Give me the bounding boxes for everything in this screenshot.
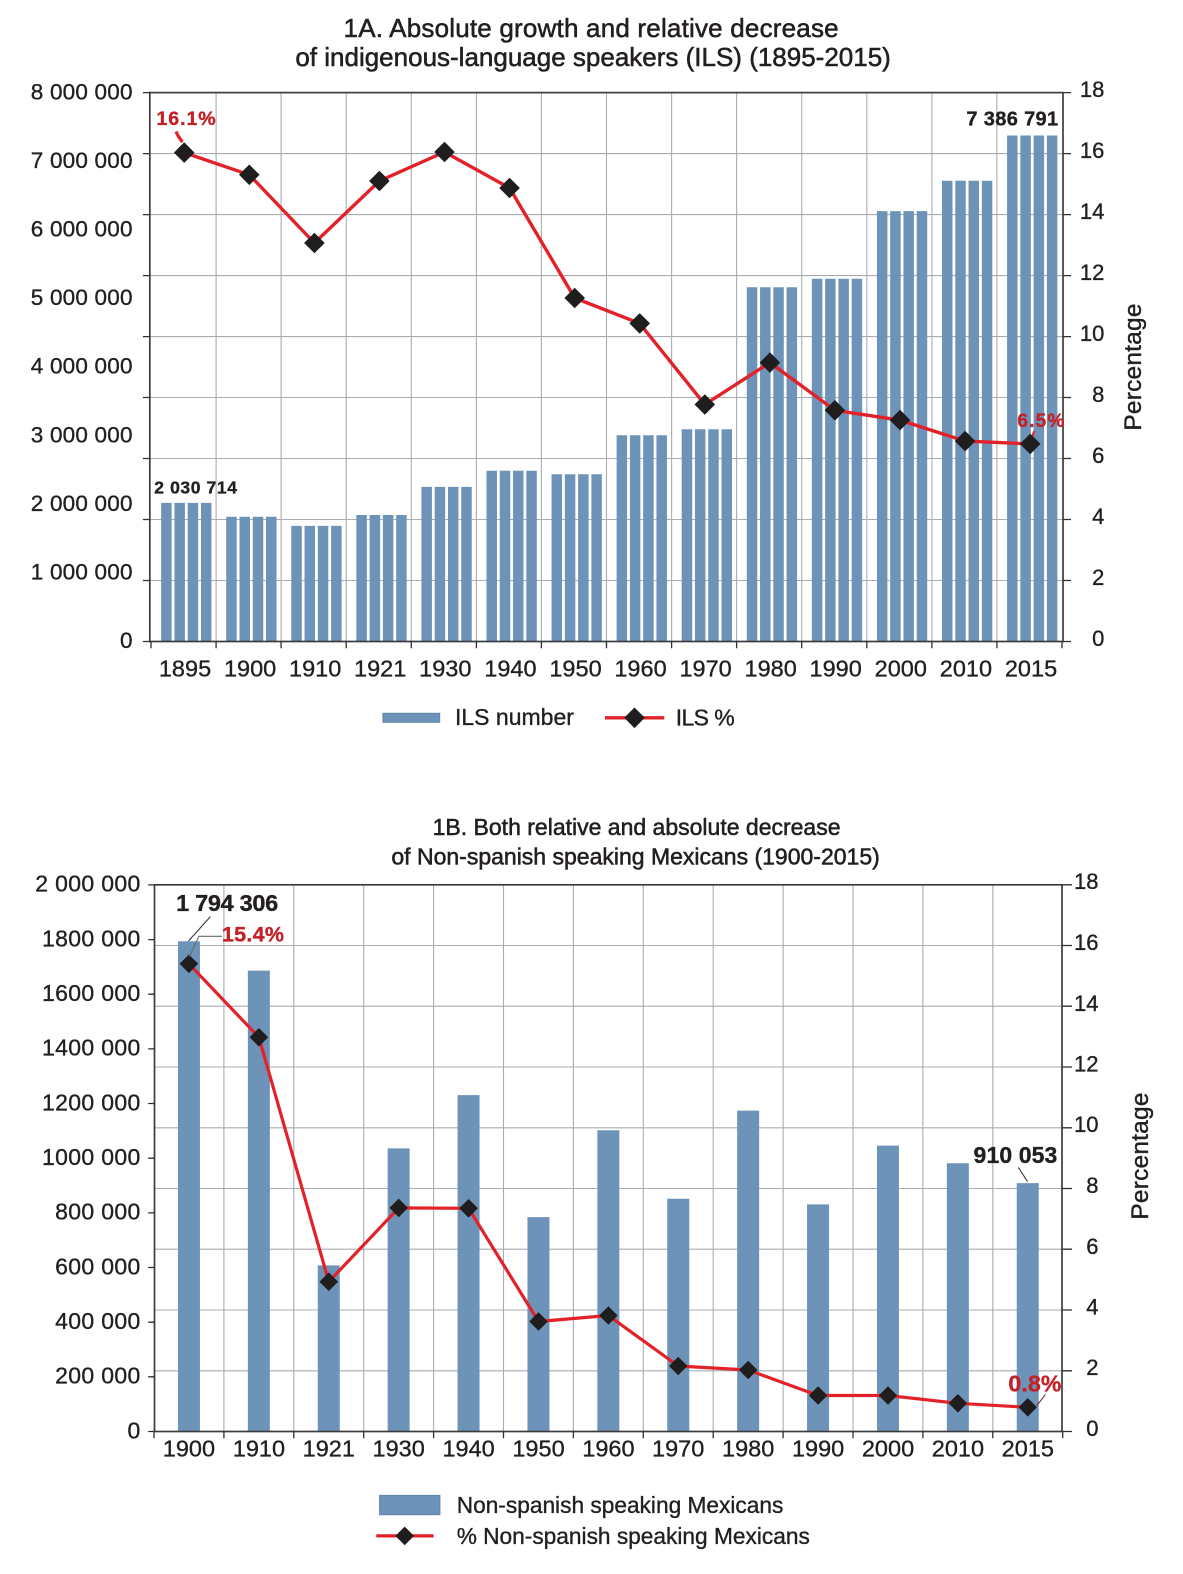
svg-text:1950: 1950: [549, 656, 601, 682]
svg-text:4: 4: [1092, 504, 1104, 529]
svg-text:1800 000: 1800 000: [42, 925, 141, 951]
svg-text:0: 0: [1086, 1416, 1098, 1441]
svg-text:1A. Absolute growth and relati: 1A. Absolute growth and relative decreas…: [344, 13, 839, 43]
svg-text:5 000 000: 5 000 000: [31, 285, 133, 310]
svg-text:1000 000: 1000 000: [42, 1144, 141, 1170]
svg-text:800 000: 800 000: [55, 1199, 141, 1225]
svg-text:4: 4: [1086, 1295, 1098, 1320]
svg-text:2 030 714: 2 030 714: [154, 477, 237, 497]
svg-text:1980: 1980: [722, 1436, 774, 1462]
svg-text:8: 8: [1092, 382, 1104, 407]
svg-text:1980: 1980: [745, 656, 797, 682]
svg-text:2 000 000: 2 000 000: [35, 871, 140, 897]
svg-text:16: 16: [1080, 138, 1104, 163]
svg-text:1600 000: 1600 000: [42, 980, 141, 1006]
svg-text:2: 2: [1092, 565, 1104, 590]
svg-text:8 000 000: 8 000 000: [31, 79, 133, 104]
svg-text:2010: 2010: [940, 656, 992, 682]
svg-text:10: 10: [1074, 1112, 1098, 1137]
svg-text:6: 6: [1086, 1234, 1098, 1259]
svg-text:7 000 000: 7 000 000: [31, 148, 133, 173]
svg-text:ILS %: ILS %: [676, 705, 735, 731]
svg-text:of Non-spanish speaking Mexica: of Non-spanish speaking Mexicans (1900-2…: [391, 843, 879, 869]
svg-text:1940: 1940: [442, 1436, 494, 1462]
svg-text:1900: 1900: [224, 656, 276, 682]
svg-text:910 053: 910 053: [974, 1142, 1058, 1168]
svg-text:6.5%: 6.5%: [1017, 411, 1065, 432]
svg-text:6 000 000: 6 000 000: [31, 217, 133, 242]
svg-text:1B. Both relative and absolute: 1B. Both relative and absolute decrease: [433, 814, 841, 840]
svg-text:12: 12: [1080, 260, 1104, 285]
svg-text:0: 0: [120, 628, 133, 653]
svg-text:2015: 2015: [1005, 656, 1057, 682]
svg-text:18: 18: [1074, 869, 1098, 894]
svg-text:ILS number: ILS number: [455, 704, 574, 730]
svg-text:1940: 1940: [484, 656, 536, 682]
svg-text:1960: 1960: [582, 1436, 634, 1462]
svg-text:2 000 000: 2 000 000: [31, 491, 133, 516]
svg-text:3 000 000: 3 000 000: [31, 422, 133, 447]
svg-text:1900: 1900: [163, 1436, 215, 1462]
svg-text:1 794 306: 1 794 306: [176, 890, 278, 916]
svg-text:of indigenous-language speaker: of indigenous-language speakers (ILS) (1…: [295, 42, 891, 72]
svg-text:Percentage: Percentage: [1127, 1092, 1154, 1219]
svg-text:1970: 1970: [679, 656, 731, 682]
svg-text:2000: 2000: [875, 656, 927, 682]
svg-text:1 000 000: 1 000 000: [31, 560, 133, 585]
svg-text:0.8%: 0.8%: [1008, 1371, 1061, 1397]
svg-text:2015: 2015: [1002, 1436, 1054, 1462]
svg-text:1960: 1960: [614, 656, 666, 682]
svg-text:12: 12: [1074, 1052, 1098, 1077]
svg-text:1970: 1970: [652, 1436, 704, 1462]
svg-text:0: 0: [1092, 626, 1104, 651]
svg-text:8: 8: [1086, 1173, 1098, 1198]
svg-text:1895: 1895: [159, 656, 211, 682]
svg-text:2010: 2010: [932, 1436, 984, 1462]
svg-text:1921: 1921: [354, 656, 406, 682]
svg-text:2000: 2000: [862, 1436, 914, 1462]
svg-text:16: 16: [1074, 930, 1098, 955]
svg-text:1930: 1930: [373, 1436, 425, 1462]
svg-text:1990: 1990: [792, 1436, 844, 1462]
svg-text:1930: 1930: [419, 656, 471, 682]
svg-text:18: 18: [1080, 77, 1104, 102]
svg-text:6: 6: [1092, 443, 1104, 468]
svg-text:2: 2: [1086, 1355, 1098, 1380]
svg-text:16.1%: 16.1%: [157, 108, 217, 130]
svg-text:600 000: 600 000: [55, 1253, 141, 1279]
svg-text:Percentage: Percentage: [1120, 303, 1147, 430]
svg-text:14: 14: [1080, 199, 1104, 224]
svg-text:1200 000: 1200 000: [42, 1089, 141, 1115]
svg-text:1400 000: 1400 000: [42, 1035, 141, 1061]
svg-text:1990: 1990: [810, 656, 862, 682]
svg-text:200 000: 200 000: [55, 1363, 141, 1389]
svg-text:1950: 1950: [512, 1436, 564, 1462]
svg-text:15.4%: 15.4%: [222, 923, 284, 947]
svg-text:1910: 1910: [289, 656, 341, 682]
svg-text:10: 10: [1080, 321, 1104, 346]
svg-text:% Non-spanish speaking Mexican: % Non-spanish speaking Mexicans: [457, 1523, 810, 1549]
svg-text:7 386 791: 7 386 791: [966, 108, 1058, 130]
svg-text:Non-spanish speaking Mexicans: Non-spanish speaking Mexicans: [457, 1492, 784, 1518]
svg-text:0: 0: [128, 1417, 141, 1443]
svg-text:4 000 000: 4 000 000: [31, 354, 133, 379]
svg-text:1921: 1921: [303, 1436, 355, 1462]
svg-text:400 000: 400 000: [55, 1308, 141, 1334]
svg-text:1910: 1910: [233, 1436, 285, 1462]
svg-text:14: 14: [1074, 991, 1098, 1016]
